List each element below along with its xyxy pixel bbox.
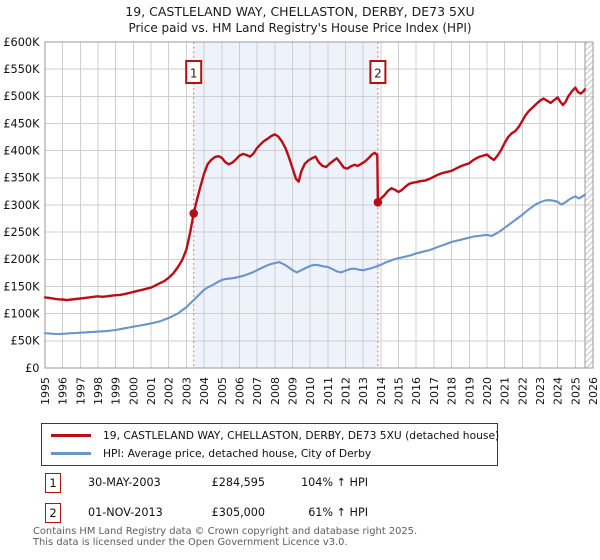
x-axis-label: 2012 bbox=[340, 377, 353, 405]
sale-point-1 bbox=[189, 209, 198, 218]
y-axis-label: £100K bbox=[3, 308, 40, 321]
legend-item-hpi: HPI: Average price, detached house, City… bbox=[51, 447, 497, 460]
y-axis-label: £200K bbox=[3, 253, 40, 266]
y-axis-label: £400K bbox=[3, 145, 40, 158]
x-axis-label: 2010 bbox=[304, 377, 317, 405]
price-history-chart: 1 2 £0 £50K £100K £150K £200K £250K £300K £350K £4… bbox=[3, 36, 600, 405]
x-axis-label: 2014 bbox=[375, 377, 388, 405]
sale-flag-num-2: 2 bbox=[374, 67, 382, 81]
x-axis-label: 2024 bbox=[552, 377, 565, 405]
y-axis-label: £450K bbox=[3, 117, 40, 130]
legend-item-price-paid: 19, CASTLELAND WAY, CHELLASTON, DERBY, D… bbox=[51, 429, 500, 442]
sale-row-2: 2 01-NOV-2013 £305,000 61% ↑ HPI bbox=[0, 503, 600, 525]
page-subtitle: Price paid vs. HM Land Registry's House … bbox=[128, 21, 472, 35]
legend: 19, CASTLELAND WAY, CHELLASTON, DERBY, D… bbox=[41, 423, 500, 466]
price-paid-line bbox=[43, 86, 587, 302]
x-axis-label: 2005 bbox=[216, 377, 229, 405]
x-axis-label: 2022 bbox=[516, 377, 529, 405]
price-paid-line-swatch bbox=[51, 434, 91, 437]
sale-flag-num-1: 1 bbox=[190, 67, 198, 81]
x-axis-label: 2019 bbox=[463, 377, 476, 405]
x-axis-label: 2023 bbox=[534, 377, 547, 405]
page-title: 19, CASTLELAND WAY, CHELLASTON, DERBY, D… bbox=[125, 4, 475, 19]
sale-1-flag: 1 bbox=[45, 473, 61, 493]
x-axis-label: 2016 bbox=[410, 377, 423, 405]
x-axis-label: 1998 bbox=[92, 377, 105, 405]
x-axis-label: 1997 bbox=[74, 377, 87, 405]
sale-flag-box-2 bbox=[369, 60, 387, 84]
x-axis-label: 2006 bbox=[234, 377, 247, 405]
plot-border bbox=[44, 41, 594, 369]
y-axis-label: £350K bbox=[3, 172, 40, 185]
y-axis-label: £500K bbox=[3, 90, 40, 103]
x-axis-label: 2009 bbox=[287, 377, 300, 405]
y-axis-label: £300K bbox=[3, 199, 40, 212]
x-axis-label: 2002 bbox=[163, 377, 176, 405]
x-axis-label: 1996 bbox=[57, 377, 70, 405]
y-axis-label: £550K bbox=[3, 63, 40, 76]
sale-1-vs-hpi: 104% ↑ HPI bbox=[301, 476, 368, 489]
x-axis-label: 1999 bbox=[110, 377, 123, 405]
chart-header: 19, CASTLELAND WAY, CHELLASTON, DERBY, D… bbox=[0, 3, 600, 36]
x-axis-label: 2000 bbox=[127, 377, 140, 405]
y-axis-label: £50K bbox=[11, 335, 41, 348]
x-axis-label: 2015 bbox=[393, 377, 406, 405]
hpi-line bbox=[43, 193, 587, 336]
x-axis-label: 2007 bbox=[251, 377, 264, 405]
x-axis-label: 2008 bbox=[269, 377, 282, 405]
x-axis-label: 2026 bbox=[587, 377, 600, 405]
y-axis-label: £150K bbox=[3, 280, 40, 293]
x-axis-label: 2004 bbox=[198, 377, 211, 405]
sale-1-date: 30-MAY-2003 bbox=[88, 476, 161, 489]
x-axis-label: 2018 bbox=[446, 377, 459, 405]
sale-2-price: £305,000 bbox=[211, 506, 265, 519]
license-line-1: Contains HM Land Registry data © Crown c… bbox=[33, 526, 418, 537]
y-axis-label: £0 bbox=[25, 362, 39, 375]
sale-row-1: 1 30-MAY-2003 £284,595 104% ↑ HPI bbox=[0, 473, 600, 495]
x-axis-label: 2013 bbox=[357, 377, 370, 405]
x-axis-label: 2003 bbox=[180, 377, 193, 405]
x-axis-label: 2020 bbox=[481, 377, 494, 405]
sale-1-price: £284,595 bbox=[211, 476, 265, 489]
license-note: Contains HM Land Registry data © Crown c… bbox=[33, 526, 418, 548]
sale-point-2 bbox=[373, 198, 383, 207]
legend-label-hpi: HPI: Average price, detached house, City… bbox=[103, 447, 372, 460]
legend-label-price-paid: 19, CASTLELAND WAY, CHELLASTON, DERBY, D… bbox=[103, 429, 500, 442]
sale-flag-box-1 bbox=[185, 60, 203, 84]
x-axis-label: 2021 bbox=[499, 377, 512, 405]
x-axis-label: 2017 bbox=[428, 377, 441, 405]
x-axis-label: 2025 bbox=[569, 377, 582, 405]
hpi-line-swatch bbox=[51, 452, 91, 455]
y-axis-label: £600K bbox=[3, 36, 40, 49]
future-hatch bbox=[585, 42, 593, 368]
x-axis-label: 1995 bbox=[39, 377, 52, 405]
sale-2-date: 01-NOV-2013 bbox=[88, 506, 163, 519]
sale-2-flag: 2 bbox=[45, 503, 61, 523]
sale-2-vs-hpi: 61% ↑ HPI bbox=[308, 506, 368, 519]
grid bbox=[44, 41, 594, 369]
x-axis-label: 2011 bbox=[322, 377, 335, 405]
y-axis-label: £250K bbox=[3, 226, 40, 239]
x-axis-label: 2001 bbox=[145, 377, 158, 405]
license-line-2: This data is licensed under the Open Gov… bbox=[33, 536, 348, 548]
